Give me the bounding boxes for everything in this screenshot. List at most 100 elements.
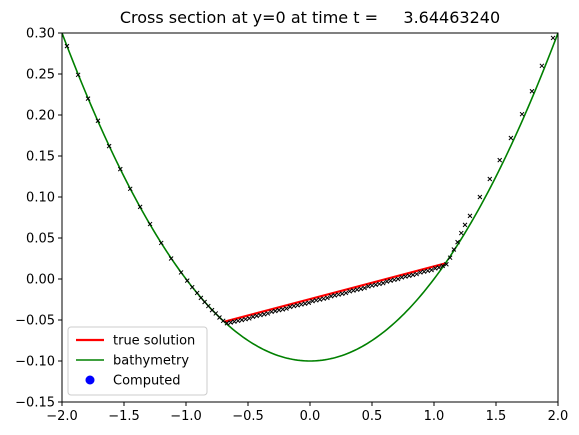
computed-point — [258, 312, 263, 318]
computed-point — [194, 290, 200, 296]
computed-point — [421, 269, 427, 274]
computed-point — [147, 221, 153, 227]
y-tick-label: 0.25 — [26, 68, 55, 83]
computed-point — [310, 298, 315, 304]
computed-point — [354, 287, 360, 293]
computed-point — [317, 297, 323, 302]
computed-point — [85, 96, 91, 101]
legend: true solution bathymetry Computed — [67, 326, 208, 396]
computed-point — [250, 314, 256, 320]
computed-point — [246, 316, 252, 321]
x-tick-label: −0.5 — [232, 409, 264, 424]
computed-point — [209, 307, 215, 313]
computed-point — [254, 313, 260, 319]
plot-area — [62, 33, 558, 362]
computed-point — [447, 255, 453, 261]
computed-point — [137, 204, 143, 210]
computed-point — [418, 270, 423, 275]
x-tick-label: 0.5 — [362, 409, 383, 424]
computed-point — [347, 288, 353, 294]
y-tick-label: 0.15 — [26, 150, 55, 165]
y-tick-label: 0.20 — [26, 109, 55, 124]
legend-computed-label: Computed — [113, 374, 181, 389]
computed-point — [168, 256, 174, 261]
computed-point — [429, 267, 434, 273]
computed-point — [406, 273, 412, 279]
computed-point — [477, 194, 483, 200]
x-tick-label: 1.0 — [424, 409, 445, 424]
computed-point — [205, 303, 211, 309]
computed-point — [336, 292, 341, 297]
computed-point — [276, 307, 282, 313]
computed-point — [497, 157, 503, 163]
computed-point — [436, 265, 442, 270]
computed-point — [295, 302, 300, 308]
computed-point — [362, 285, 367, 291]
computed-point — [380, 280, 386, 286]
computed-point — [287, 304, 293, 310]
y-tick-label: −0.10 — [15, 355, 55, 370]
y-tick-label: 0.00 — [26, 273, 55, 288]
computed-point — [224, 320, 230, 326]
computed-point — [328, 293, 334, 299]
computed-point — [508, 135, 514, 141]
computed-point — [321, 296, 326, 302]
computed-point — [339, 291, 345, 297]
computed-point — [550, 35, 556, 41]
x-tick-label: 1.5 — [486, 409, 507, 424]
x-tick-label: −2.0 — [46, 409, 78, 424]
x-tick-label: −1.0 — [170, 409, 202, 424]
computed-point — [189, 284, 195, 290]
computed-point — [529, 88, 535, 94]
computed-point — [232, 319, 237, 324]
y-tick-label: 0.10 — [26, 191, 55, 206]
bathymetry-line — [62, 33, 558, 362]
computed-point — [106, 143, 112, 149]
computed-point — [539, 63, 545, 69]
x-tick-label: 0.0 — [300, 409, 321, 424]
computed-point — [414, 271, 419, 277]
computed-point — [184, 278, 190, 283]
computed-point — [432, 265, 438, 271]
computed-point — [365, 284, 371, 289]
computed-point — [202, 299, 207, 305]
x-tick-label: −1.5 — [108, 409, 140, 424]
computed-point — [395, 276, 401, 282]
computed-point — [235, 318, 241, 324]
computed-point — [239, 317, 245, 323]
computed-point — [306, 300, 312, 306]
y-tick-label: −0.05 — [15, 314, 55, 329]
true-solution-line — [224, 262, 446, 323]
computed-point — [440, 263, 446, 269]
computed-point — [75, 72, 81, 78]
computed-point — [127, 186, 133, 192]
computed-point — [228, 320, 233, 325]
axes: −2.0 −1.5 −1.0 −0.5 0.0 0.5 1.0 1.5 2.0 −0.15 −0.1… — [15, 27, 568, 425]
computed-point — [451, 247, 457, 252]
computed-point — [444, 261, 449, 267]
computed-point — [220, 318, 226, 324]
computed-point — [399, 275, 405, 280]
computed-point — [369, 283, 375, 288]
computed-point — [391, 277, 397, 283]
computed-point — [377, 281, 382, 287]
computed-point — [217, 315, 222, 320]
computed-point — [158, 240, 164, 246]
computed-point — [284, 306, 289, 311]
computed-point — [384, 279, 390, 284]
computed-point — [269, 309, 274, 315]
computed-point — [325, 295, 330, 301]
computed-point — [213, 311, 219, 316]
computed-point — [272, 308, 278, 314]
computed-point — [332, 293, 338, 298]
computed-point — [243, 316, 248, 322]
y-tick-label: 0.05 — [26, 232, 55, 247]
computed-point — [458, 230, 464, 236]
computed-point — [117, 166, 123, 172]
computed-point — [467, 213, 473, 219]
computed-point — [462, 222, 468, 228]
computed-point — [373, 282, 379, 288]
computed-point — [425, 268, 431, 274]
computed-point — [403, 274, 408, 279]
